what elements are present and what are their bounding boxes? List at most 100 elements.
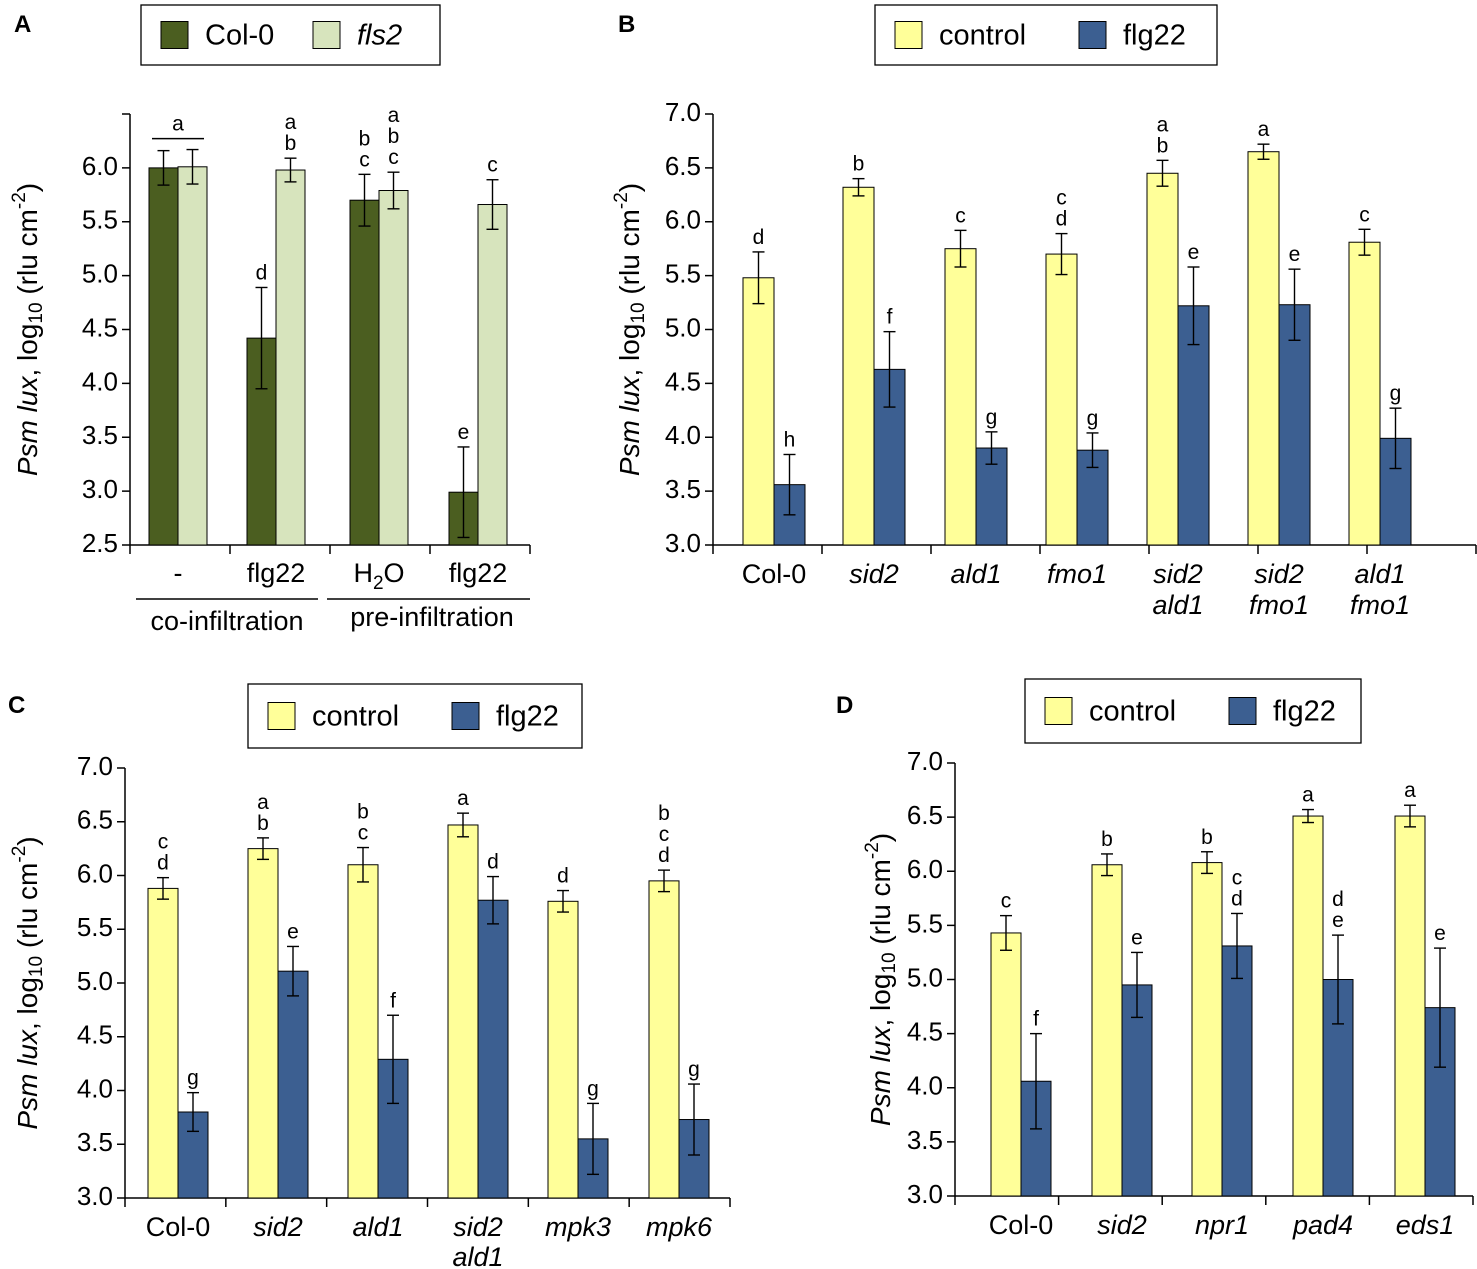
- y-axis-label-close: ): [12, 183, 43, 192]
- significance-letter: b: [853, 153, 865, 176]
- x-category-label: sid2: [253, 1212, 303, 1242]
- bar-col-0: [148, 167, 179, 546]
- y-tick-label: 4.5: [82, 312, 118, 342]
- bar-flg22: [277, 970, 309, 1199]
- y-tick-label: 2.5: [82, 528, 118, 558]
- x-category-label: sid2: [453, 1212, 503, 1242]
- y-axis-label-subscript: 10: [628, 302, 649, 323]
- legend-swatch-control: [1044, 697, 1073, 725]
- significance-letter: c: [358, 822, 369, 845]
- bar-control: [147, 887, 179, 1199]
- significance-letter: g: [986, 406, 998, 429]
- bar-control: [247, 848, 279, 1199]
- y-tick-label: 6.0: [907, 854, 943, 884]
- bar-control: [990, 932, 1022, 1197]
- bar-control: [742, 277, 775, 546]
- x-category-label: sid2: [849, 559, 899, 589]
- significance-letter: a: [257, 791, 269, 814]
- significance-letter: b: [1101, 828, 1113, 851]
- x-category-label: fmo1: [1249, 590, 1309, 620]
- bar-control: [944, 248, 977, 546]
- y-tick-label: 4.0: [907, 1071, 943, 1101]
- y-tick-label: 3.0: [82, 474, 118, 504]
- x-category-label-h: H: [353, 558, 373, 588]
- y-axis-label: Psm lux, log10 (rlu cm-2): [611, 183, 649, 476]
- bar-control: [1045, 253, 1078, 546]
- legend-label: Col-0: [205, 20, 274, 52]
- x-category-label: ald1: [1354, 559, 1405, 589]
- panel-letter: C: [8, 692, 25, 719]
- legend-swatch-flg22: [1078, 21, 1107, 49]
- legend-label: control: [1089, 696, 1176, 728]
- y-axis-label: Psm lux, log10 (rlu cm-2): [9, 183, 47, 476]
- significance-letter: e: [1289, 243, 1301, 266]
- significance-letter: a: [285, 111, 297, 134]
- y-tick-label: 3.5: [77, 1127, 113, 1157]
- significance-letter: f: [887, 306, 893, 329]
- legend-label: flg22: [496, 701, 559, 733]
- bar-flg22: [1221, 945, 1253, 1197]
- x-category-label: flg22: [247, 558, 306, 588]
- significance-letter: b: [357, 801, 369, 824]
- legend-label: flg22: [1273, 696, 1336, 728]
- y-tick-label: 5.5: [82, 205, 118, 235]
- x-category-label: Col-0: [146, 1212, 211, 1242]
- x-category-label: mpk6: [646, 1212, 713, 1242]
- x-category-label: fmo1: [1047, 559, 1107, 589]
- bar-control: [447, 824, 479, 1199]
- y-tick-label: 3.0: [907, 1179, 943, 1209]
- x-category-label: eds1: [1396, 1210, 1455, 1240]
- significance-letter: d: [658, 844, 670, 867]
- y-tick-label: 3.5: [907, 1125, 943, 1155]
- y-tick-label: 4.0: [77, 1073, 113, 1103]
- y-tick-label: 4.0: [665, 420, 701, 450]
- y-axis-label-log: , log: [614, 324, 645, 377]
- bar-fls2: [177, 166, 208, 546]
- y-axis-label-close: ): [865, 833, 896, 842]
- y-tick-label: 7.0: [907, 746, 943, 776]
- bar-control: [1348, 241, 1381, 546]
- y-tick-label: 3.5: [665, 474, 701, 504]
- legend-label: control: [312, 701, 399, 733]
- y-tick-label: 5.5: [77, 912, 113, 942]
- legend-box: [874, 4, 1218, 66]
- y-axis-label-strain: Psm lux: [12, 376, 43, 477]
- y-axis-label-superscript: -2: [611, 192, 632, 209]
- x-category-label: sid2: [1097, 1210, 1147, 1240]
- significance-letter: c: [1001, 890, 1012, 913]
- y-axis-label-unit: (rlu cm: [12, 209, 43, 302]
- significance-letter: a: [1157, 113, 1169, 136]
- significance-letter: c: [158, 831, 169, 854]
- significance-letter: b: [1157, 134, 1169, 157]
- bar-control: [1394, 815, 1426, 1197]
- legend-box: [140, 4, 441, 66]
- legend-swatch-flg22: [451, 702, 480, 730]
- bar-flg22: [477, 899, 509, 1199]
- x-category-label: fmo1: [1350, 590, 1410, 620]
- y-axis-label-unit: (rlu cm: [12, 863, 43, 956]
- significance-letter: a: [172, 113, 184, 136]
- significance-letter: b: [359, 127, 371, 150]
- bar-flg22: [1177, 305, 1210, 546]
- significance-letter: a: [457, 787, 469, 810]
- y-axis-label-subscript: 10: [26, 302, 47, 323]
- significance-letter: e: [1332, 909, 1344, 932]
- significance-letter: d: [1056, 208, 1068, 231]
- significance-letter: c: [359, 148, 370, 171]
- y-tick-label: 4.5: [907, 1017, 943, 1047]
- y-tick-label: 6.0: [665, 205, 701, 235]
- bar-flg22: [1121, 984, 1153, 1197]
- bar-control: [1292, 815, 1324, 1197]
- x-category-label: ald1: [352, 1212, 403, 1242]
- x-category-label: pad4: [1292, 1210, 1353, 1240]
- legend-box: [247, 683, 583, 749]
- panel-letter: D: [836, 692, 853, 719]
- y-axis-label-log: , log: [12, 324, 43, 377]
- legend: control flg22: [1024, 678, 1362, 744]
- legend: Col-0 fls2: [140, 4, 441, 66]
- y-tick-label: 3.0: [77, 1181, 113, 1211]
- x-category-label: mpk3: [545, 1212, 611, 1242]
- significance-letter: h: [784, 428, 796, 451]
- x-category-label: sid2: [1254, 559, 1304, 589]
